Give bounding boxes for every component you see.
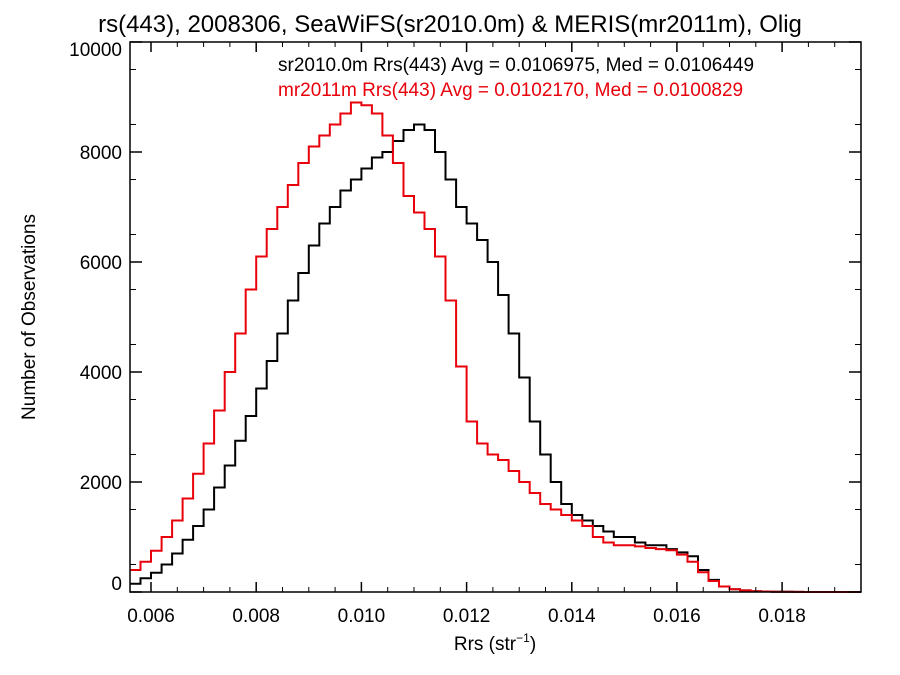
y-tick-label: 2000: [80, 473, 122, 494]
ticks-layer: 0.006 0.008 0.010 0.012 0.014 0.016 0.018 0 2000…: [69, 40, 861, 627]
y-tick-label: 6000: [80, 253, 122, 274]
y-tick-label: 4000: [80, 363, 122, 384]
y-tick-label: 8000: [80, 143, 122, 164]
y-axis-label: Number of Observations: [19, 214, 40, 420]
x-tick-label: 0.016: [653, 606, 701, 627]
series-line-1: [130, 101, 861, 593]
x-axis-label-main: Rrs (str: [454, 634, 517, 655]
series-layer: [130, 101, 861, 593]
y-tick-label: 10000: [69, 40, 122, 61]
x-tick-label: 0.008: [232, 606, 280, 627]
x-tick-label: 0.014: [548, 606, 596, 627]
plot-frame: [129, 41, 862, 593]
x-tick-label: 0.010: [338, 606, 386, 627]
y-tick-label: 0: [111, 574, 122, 595]
chart-title: rs(443), 2008306, SeaWiFS(sr2010.0m) & M…: [98, 11, 802, 38]
x-axis-label: Rrs (str−1): [454, 631, 536, 655]
legend-entry-mr2011: mr2011m Rrs(443) Avg = 0.0102170, Med = …: [278, 80, 743, 101]
x-axis-label-close: ): [530, 634, 536, 655]
x-tick-label: 0.012: [443, 606, 491, 627]
x-tick-label: 0.006: [127, 606, 175, 627]
series-line-0: [130, 123, 861, 593]
x-axis-label-superscript: −1: [516, 631, 530, 645]
legend-entry-sr2010: sr2010.0m Rrs(443) Avg = 0.0106975, Med …: [278, 55, 754, 76]
x-tick-label: 0.018: [758, 606, 806, 627]
